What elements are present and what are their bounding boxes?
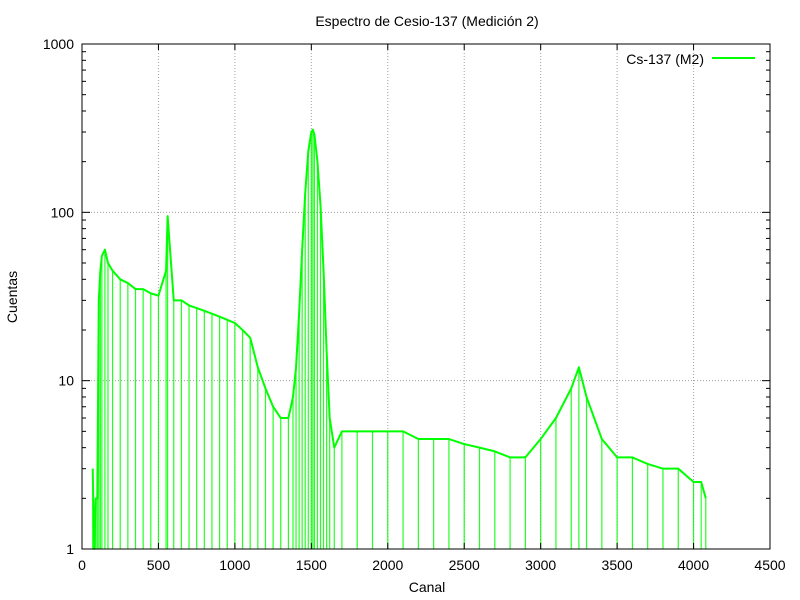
x-tick-label: 2000	[372, 557, 403, 573]
legend: Cs-137 (M2)	[626, 51, 755, 67]
y-axis-label: Cuentas	[4, 271, 20, 323]
x-axis-label: Canal	[409, 579, 446, 595]
x-tick-label: 0	[78, 557, 86, 573]
x-tick-label: 500	[147, 557, 171, 573]
chart-title: Espectro de Cesio-137 (Medición 2)	[315, 13, 538, 29]
x-tick-label: 3500	[602, 557, 633, 573]
x-tick-label: 4500	[754, 557, 785, 573]
series-layer	[91, 128, 707, 550]
x-tick-label: 4000	[678, 557, 709, 573]
y-tick-label: 10	[58, 373, 74, 389]
plot-frame	[81, 43, 771, 550]
y-tick-label: 1000	[43, 36, 74, 52]
x-tick-label: 3000	[525, 557, 556, 573]
series-line	[91, 128, 707, 550]
x-tick-label: 2500	[449, 557, 480, 573]
y-tick-label: 100	[51, 204, 75, 220]
x-tick-label: 1500	[296, 557, 327, 573]
x-tick-label: 1000	[219, 557, 250, 573]
ticks	[81, 43, 771, 550]
tick-labels: 0 500 1000 1500 2000 2500 3000 3500 4000 4500 1 10 1…	[43, 36, 786, 573]
legend-label: Cs-137 (M2)	[626, 51, 704, 67]
y-tick-label: 1	[66, 541, 74, 557]
